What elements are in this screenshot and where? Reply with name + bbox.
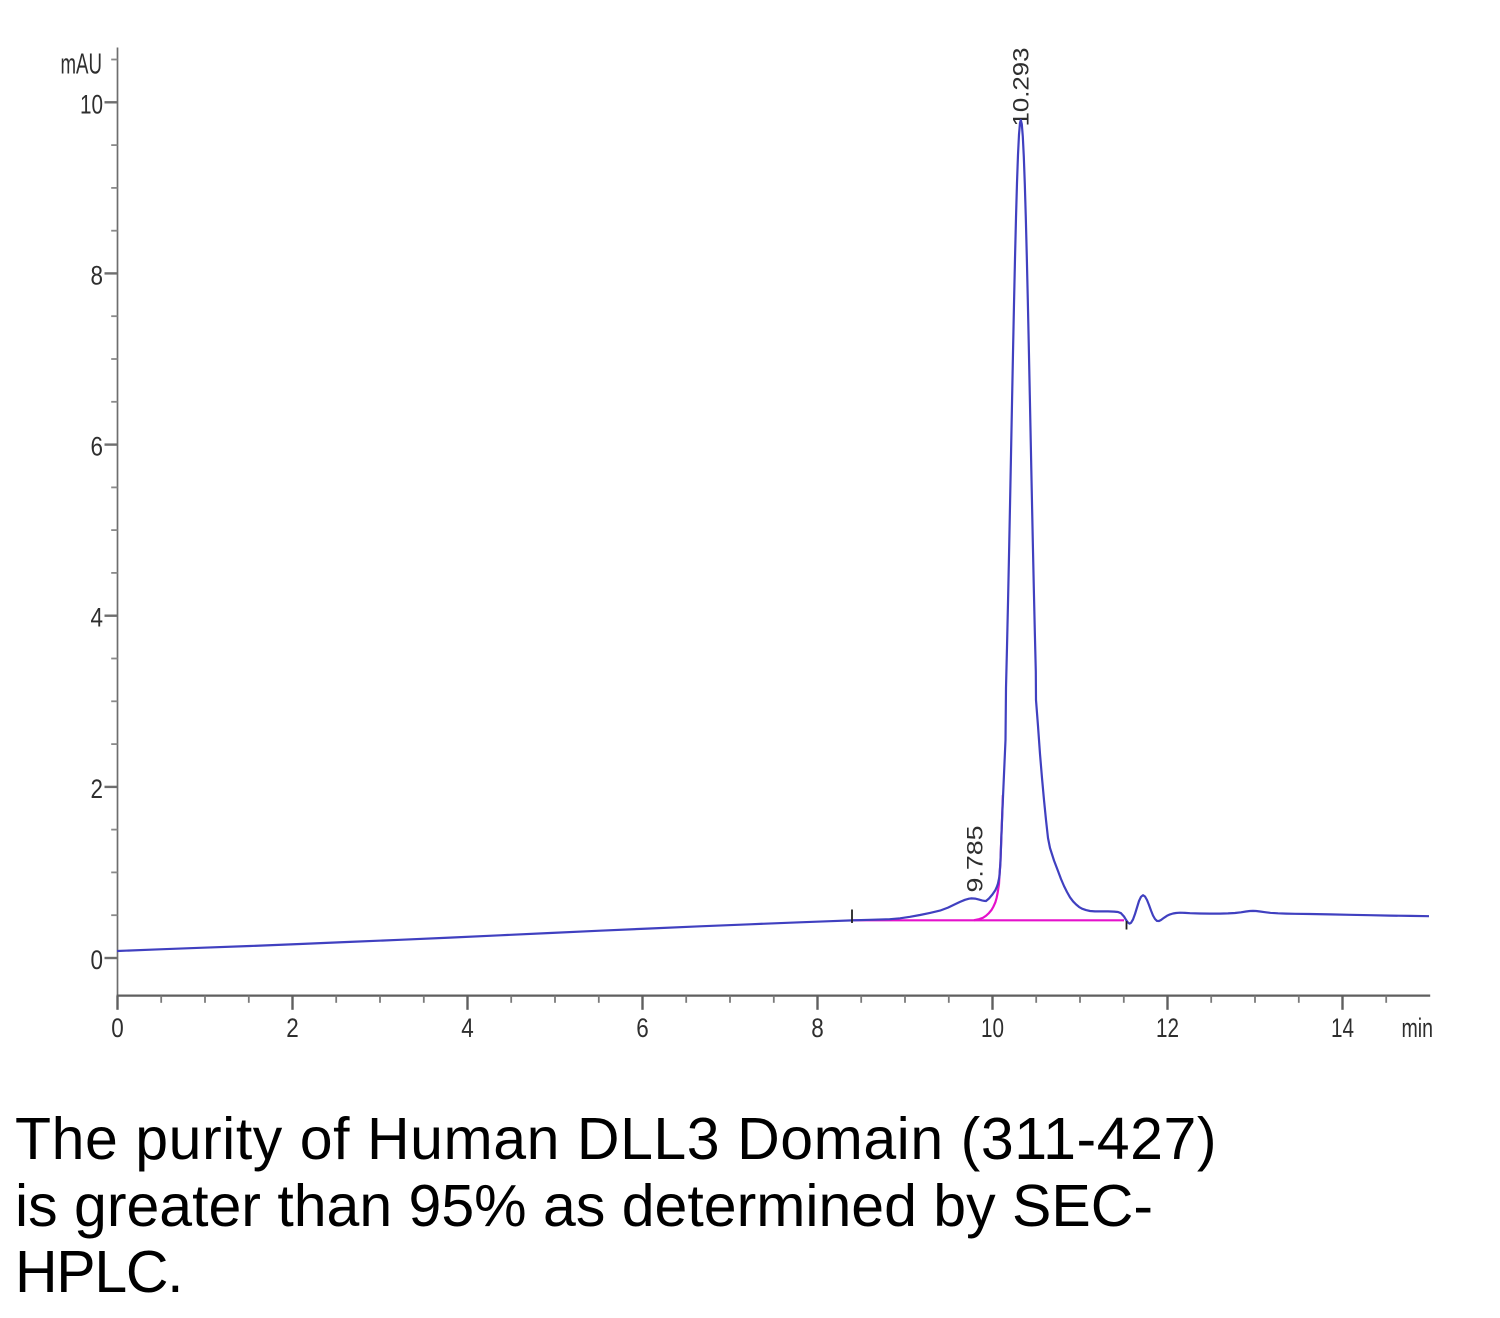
svg-text:10: 10 bbox=[80, 89, 103, 119]
svg-text:9.785: 9.785 bbox=[963, 826, 988, 893]
svg-text:8: 8 bbox=[811, 1013, 824, 1043]
svg-text:12: 12 bbox=[1156, 1013, 1179, 1043]
svg-text:0: 0 bbox=[111, 1013, 124, 1043]
svg-text:4: 4 bbox=[461, 1013, 474, 1043]
svg-text:4: 4 bbox=[91, 603, 104, 633]
svg-text:2: 2 bbox=[91, 774, 104, 804]
svg-text:10: 10 bbox=[981, 1013, 1004, 1043]
svg-text:2: 2 bbox=[286, 1013, 299, 1043]
svg-text:8: 8 bbox=[91, 260, 104, 290]
svg-text:14: 14 bbox=[1331, 1013, 1354, 1043]
svg-text:mAU: mAU bbox=[61, 49, 103, 81]
svg-text:6: 6 bbox=[91, 432, 104, 462]
svg-text:6: 6 bbox=[636, 1013, 649, 1043]
svg-text:0: 0 bbox=[91, 945, 104, 975]
svg-text:min: min bbox=[1402, 1013, 1434, 1043]
svg-text:10.293: 10.293 bbox=[1009, 48, 1034, 127]
